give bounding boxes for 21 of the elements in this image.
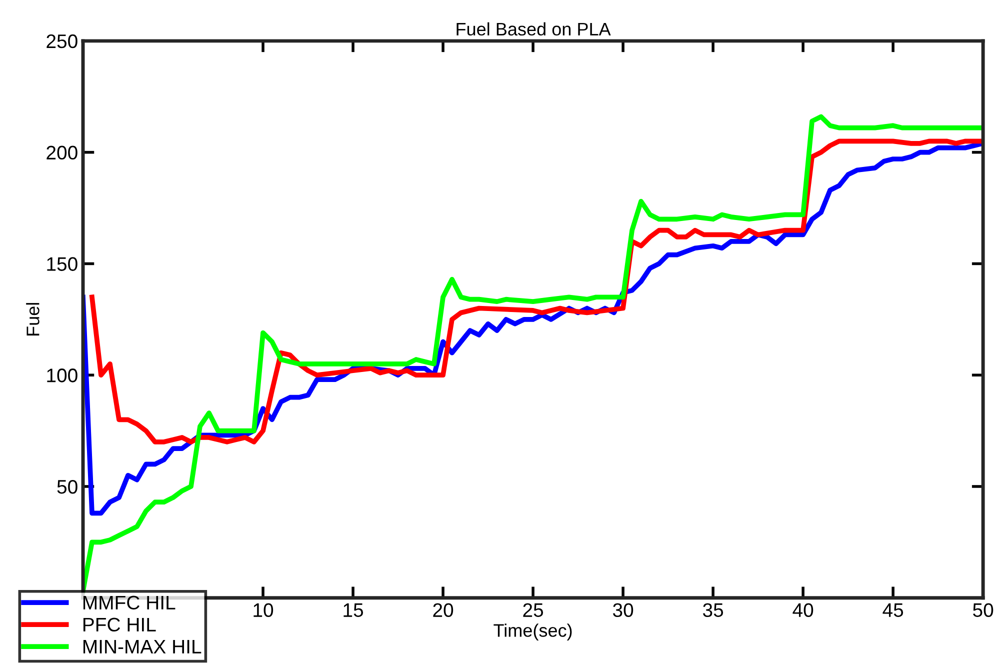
x-tick-label: 45 xyxy=(882,603,904,618)
x-tick-label: 20 xyxy=(433,603,454,618)
y-tick-label: 50 xyxy=(57,480,78,494)
line-series xyxy=(90,138,984,444)
x-tick-label: 30 xyxy=(612,603,634,618)
y-tick-label: 100 xyxy=(47,368,78,382)
chart-title: Fuel Based on PLA xyxy=(456,22,611,36)
legend-label: MMFC HIL xyxy=(83,596,176,610)
x-tick-label: 15 xyxy=(344,603,364,618)
y-tick-label: 200 xyxy=(46,146,78,160)
x-tick-label: 40 xyxy=(792,603,814,618)
y-tick-label: 150 xyxy=(47,257,78,271)
y-tick-label: 250 xyxy=(46,34,78,48)
x-tick-label: 50 xyxy=(973,603,994,618)
x-tick-label: 35 xyxy=(702,603,724,618)
y-axis-title: Fuel xyxy=(26,303,40,336)
x-tick-label: 25 xyxy=(523,603,544,618)
x-tick-label: 10 xyxy=(254,603,274,618)
legend-label: MIN-MAX HIL xyxy=(83,640,202,654)
x-axis-title: Time(sec) xyxy=(494,624,572,640)
legend-label: PFC HIL xyxy=(83,618,156,632)
